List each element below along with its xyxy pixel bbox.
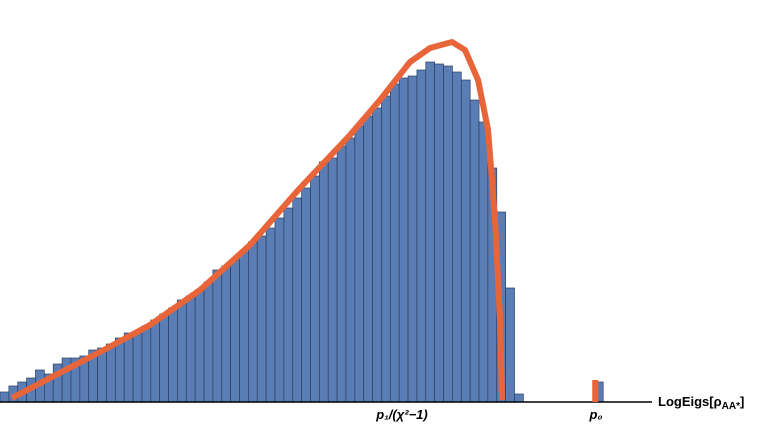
bar bbox=[159, 313, 169, 403]
bar bbox=[177, 299, 187, 403]
bar bbox=[185, 295, 196, 403]
x-axis-label: LogEigs[ρAA*] bbox=[658, 394, 744, 412]
bar bbox=[478, 121, 489, 403]
x-axis-label-part: LogEigs[ρ bbox=[658, 394, 722, 409]
bar bbox=[407, 75, 418, 403]
bar bbox=[416, 69, 427, 403]
bar bbox=[389, 83, 400, 403]
x-axis-label-part: ] bbox=[740, 394, 744, 409]
bar bbox=[460, 79, 471, 403]
bar bbox=[372, 107, 382, 403]
bar bbox=[381, 95, 391, 403]
bar bbox=[363, 115, 373, 403]
bar bbox=[336, 145, 347, 403]
bar bbox=[0, 391, 10, 403]
bar bbox=[97, 347, 107, 403]
bar bbox=[452, 71, 462, 403]
bar bbox=[505, 287, 515, 403]
bar bbox=[398, 77, 409, 403]
bar bbox=[230, 259, 240, 403]
bar bbox=[265, 227, 276, 403]
bar bbox=[345, 137, 356, 403]
bar bbox=[354, 125, 365, 403]
bar bbox=[168, 307, 178, 403]
bar bbox=[221, 265, 231, 403]
bar bbox=[301, 187, 311, 403]
bar bbox=[123, 332, 134, 403]
bar bbox=[114, 337, 125, 403]
bar bbox=[425, 61, 436, 403]
bar bbox=[292, 197, 302, 403]
annotation: p₁/(χ²−1) bbox=[375, 407, 427, 422]
bar bbox=[132, 331, 143, 403]
bar bbox=[248, 241, 258, 403]
bar bbox=[310, 175, 320, 403]
bar bbox=[256, 235, 267, 403]
bar bbox=[327, 157, 338, 403]
bar bbox=[318, 161, 329, 403]
curve bbox=[10, 39, 506, 401]
bar bbox=[106, 343, 116, 403]
bar bbox=[150, 319, 161, 403]
bar bbox=[434, 63, 444, 403]
bar bbox=[469, 99, 480, 403]
bar bbox=[141, 325, 152, 403]
bar bbox=[194, 289, 205, 403]
bar bbox=[443, 65, 453, 403]
bar bbox=[239, 251, 249, 403]
bar bbox=[203, 281, 214, 403]
bar bbox=[274, 217, 285, 403]
bar bbox=[514, 393, 524, 403]
bar bbox=[212, 269, 223, 403]
bar bbox=[283, 207, 294, 403]
annotation: p₀ bbox=[588, 407, 602, 422]
x-axis-label-part: AA* bbox=[722, 401, 740, 412]
